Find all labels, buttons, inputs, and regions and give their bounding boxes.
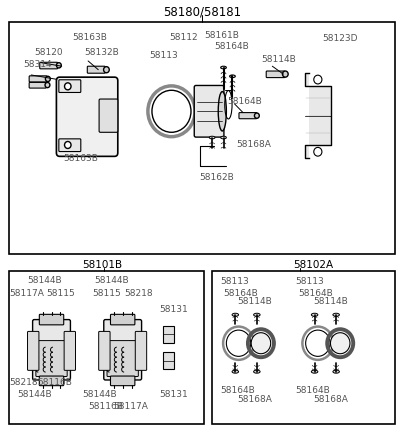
FancyBboxPatch shape: [87, 67, 105, 74]
FancyBboxPatch shape: [266, 72, 285, 78]
Ellipse shape: [232, 370, 239, 373]
Text: 58115: 58115: [46, 289, 75, 298]
Ellipse shape: [232, 314, 239, 317]
Text: 58144B: 58144B: [27, 276, 62, 285]
Polygon shape: [305, 74, 331, 159]
FancyBboxPatch shape: [111, 376, 135, 386]
FancyBboxPatch shape: [163, 326, 173, 343]
FancyBboxPatch shape: [104, 320, 142, 380]
Circle shape: [45, 83, 50, 88]
Circle shape: [314, 148, 322, 157]
FancyBboxPatch shape: [107, 341, 138, 377]
Text: 58101B: 58101B: [82, 260, 122, 270]
Text: 58113: 58113: [295, 276, 324, 286]
Text: 58144B: 58144B: [82, 389, 117, 398]
Ellipse shape: [333, 314, 339, 317]
Ellipse shape: [218, 92, 226, 132]
Text: 58131: 58131: [159, 389, 188, 398]
Circle shape: [251, 333, 271, 354]
FancyBboxPatch shape: [56, 78, 118, 157]
Text: 58168A: 58168A: [237, 139, 271, 148]
Circle shape: [64, 142, 71, 149]
Circle shape: [255, 114, 259, 119]
Text: 58114B: 58114B: [313, 297, 348, 306]
Ellipse shape: [254, 314, 260, 317]
Text: 58112: 58112: [169, 33, 198, 42]
Text: 58314: 58314: [23, 60, 52, 68]
Text: 58131: 58131: [159, 304, 188, 313]
FancyBboxPatch shape: [36, 341, 67, 377]
FancyBboxPatch shape: [39, 376, 64, 386]
Text: 58162B: 58162B: [199, 172, 234, 181]
Circle shape: [104, 67, 109, 74]
Text: 58114B: 58114B: [237, 297, 272, 306]
Text: 58163B: 58163B: [72, 33, 107, 42]
Ellipse shape: [311, 314, 318, 317]
Text: 58164B: 58164B: [224, 288, 258, 297]
Text: 58120: 58120: [34, 48, 63, 57]
Text: 58117A: 58117A: [114, 401, 149, 410]
Ellipse shape: [221, 137, 226, 140]
Text: 58132B: 58132B: [84, 48, 119, 57]
FancyBboxPatch shape: [64, 332, 75, 371]
Ellipse shape: [311, 370, 318, 373]
Text: 58116B: 58116B: [88, 401, 123, 410]
Text: 58168A: 58168A: [313, 394, 348, 403]
FancyBboxPatch shape: [59, 140, 81, 152]
Text: 58102A: 58102A: [293, 260, 334, 270]
Text: 58218: 58218: [10, 377, 38, 386]
Text: 58117A: 58117A: [10, 289, 44, 298]
Bar: [9, 272, 204, 424]
Ellipse shape: [221, 67, 226, 70]
Text: 58180/58181: 58180/58181: [163, 5, 241, 18]
Text: 58114B: 58114B: [261, 55, 296, 64]
Ellipse shape: [333, 370, 339, 373]
FancyBboxPatch shape: [99, 100, 118, 133]
FancyBboxPatch shape: [27, 332, 39, 371]
Bar: [212, 272, 395, 424]
Circle shape: [330, 333, 350, 354]
Text: 58113: 58113: [220, 276, 249, 286]
FancyBboxPatch shape: [111, 314, 135, 325]
Text: 58144B: 58144B: [94, 276, 129, 285]
Text: 58161B: 58161B: [204, 31, 239, 40]
Text: 58164B: 58164B: [299, 288, 333, 297]
Text: 58164B: 58164B: [228, 97, 262, 106]
Text: 58115: 58115: [92, 289, 121, 298]
FancyBboxPatch shape: [163, 352, 173, 370]
Text: 58168A: 58168A: [237, 394, 272, 403]
FancyBboxPatch shape: [239, 113, 257, 120]
Text: 58113: 58113: [149, 51, 178, 60]
Text: 58123D: 58123D: [322, 34, 357, 43]
Circle shape: [45, 77, 50, 82]
Text: 58218: 58218: [125, 289, 153, 298]
Text: 58164B: 58164B: [220, 385, 255, 394]
FancyBboxPatch shape: [59, 81, 81, 93]
Bar: [9, 22, 395, 254]
FancyBboxPatch shape: [99, 332, 110, 371]
FancyBboxPatch shape: [29, 77, 47, 83]
Ellipse shape: [209, 137, 215, 140]
FancyBboxPatch shape: [33, 320, 71, 380]
FancyBboxPatch shape: [29, 83, 46, 89]
Text: 58144B: 58144B: [18, 389, 52, 398]
Ellipse shape: [254, 370, 260, 373]
FancyBboxPatch shape: [135, 332, 146, 371]
Circle shape: [314, 76, 322, 85]
Text: 58164B: 58164B: [214, 42, 249, 51]
FancyBboxPatch shape: [40, 63, 58, 70]
FancyBboxPatch shape: [39, 314, 64, 325]
Circle shape: [282, 72, 288, 78]
Circle shape: [56, 64, 61, 69]
Text: 58163B: 58163B: [64, 153, 99, 162]
FancyBboxPatch shape: [194, 86, 224, 138]
Ellipse shape: [230, 76, 235, 78]
Text: 58116B: 58116B: [37, 377, 72, 386]
Text: 58164B: 58164B: [295, 385, 330, 394]
Circle shape: [64, 84, 71, 91]
